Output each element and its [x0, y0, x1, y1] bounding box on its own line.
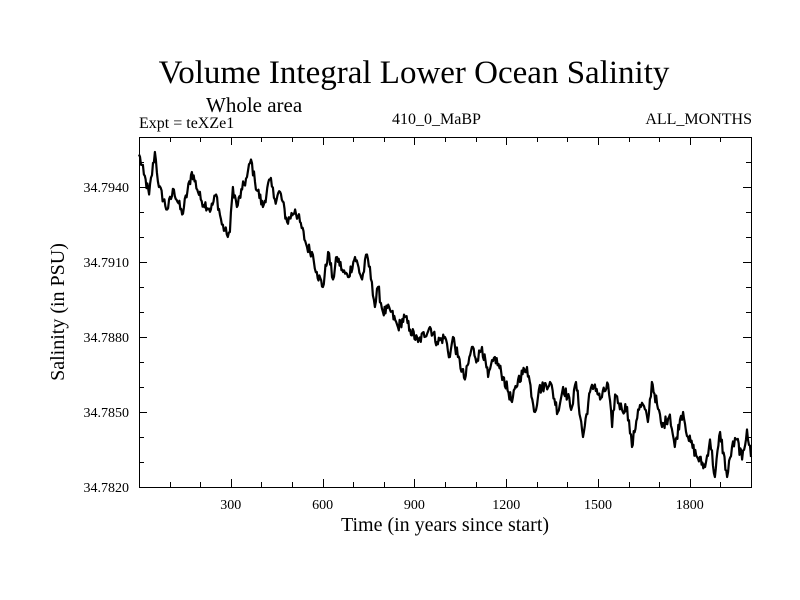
axis-ticks — [139, 137, 751, 487]
x-tick-label: 900 — [404, 498, 425, 513]
y-tick-label: 34.7910 — [84, 256, 130, 271]
experiment-label: Expt = teXZe1 — [139, 115, 235, 132]
y-tick-label: 34.7850 — [84, 406, 130, 421]
chart-title: Volume Integral Lower Ocean Salinity — [158, 55, 670, 91]
y-tick-label: 34.7820 — [84, 481, 130, 496]
period-label: 410_0_MaBP — [392, 111, 481, 128]
x-tick-label: 300 — [220, 498, 241, 513]
months-label: ALL_MONTHS — [645, 111, 752, 128]
x-tick-label: 1200 — [492, 498, 520, 513]
y-tick-label: 34.7880 — [84, 331, 130, 346]
tick-labels: 300 600 900 1200 1500 1800 34.7820 34.7850 34.78… — [84, 181, 704, 513]
chart-subtitle: Whole area — [206, 93, 303, 117]
salinity-series-line — [137, 150, 753, 479]
plot-frame — [139, 137, 752, 488]
x-tick-label: 1500 — [584, 498, 612, 513]
x-tick-label: 600 — [312, 498, 333, 513]
x-tick-label: 1800 — [676, 498, 704, 513]
y-tick-label: 34.7940 — [84, 181, 130, 196]
x-axis-label: Time (in years since start) — [340, 514, 550, 536]
